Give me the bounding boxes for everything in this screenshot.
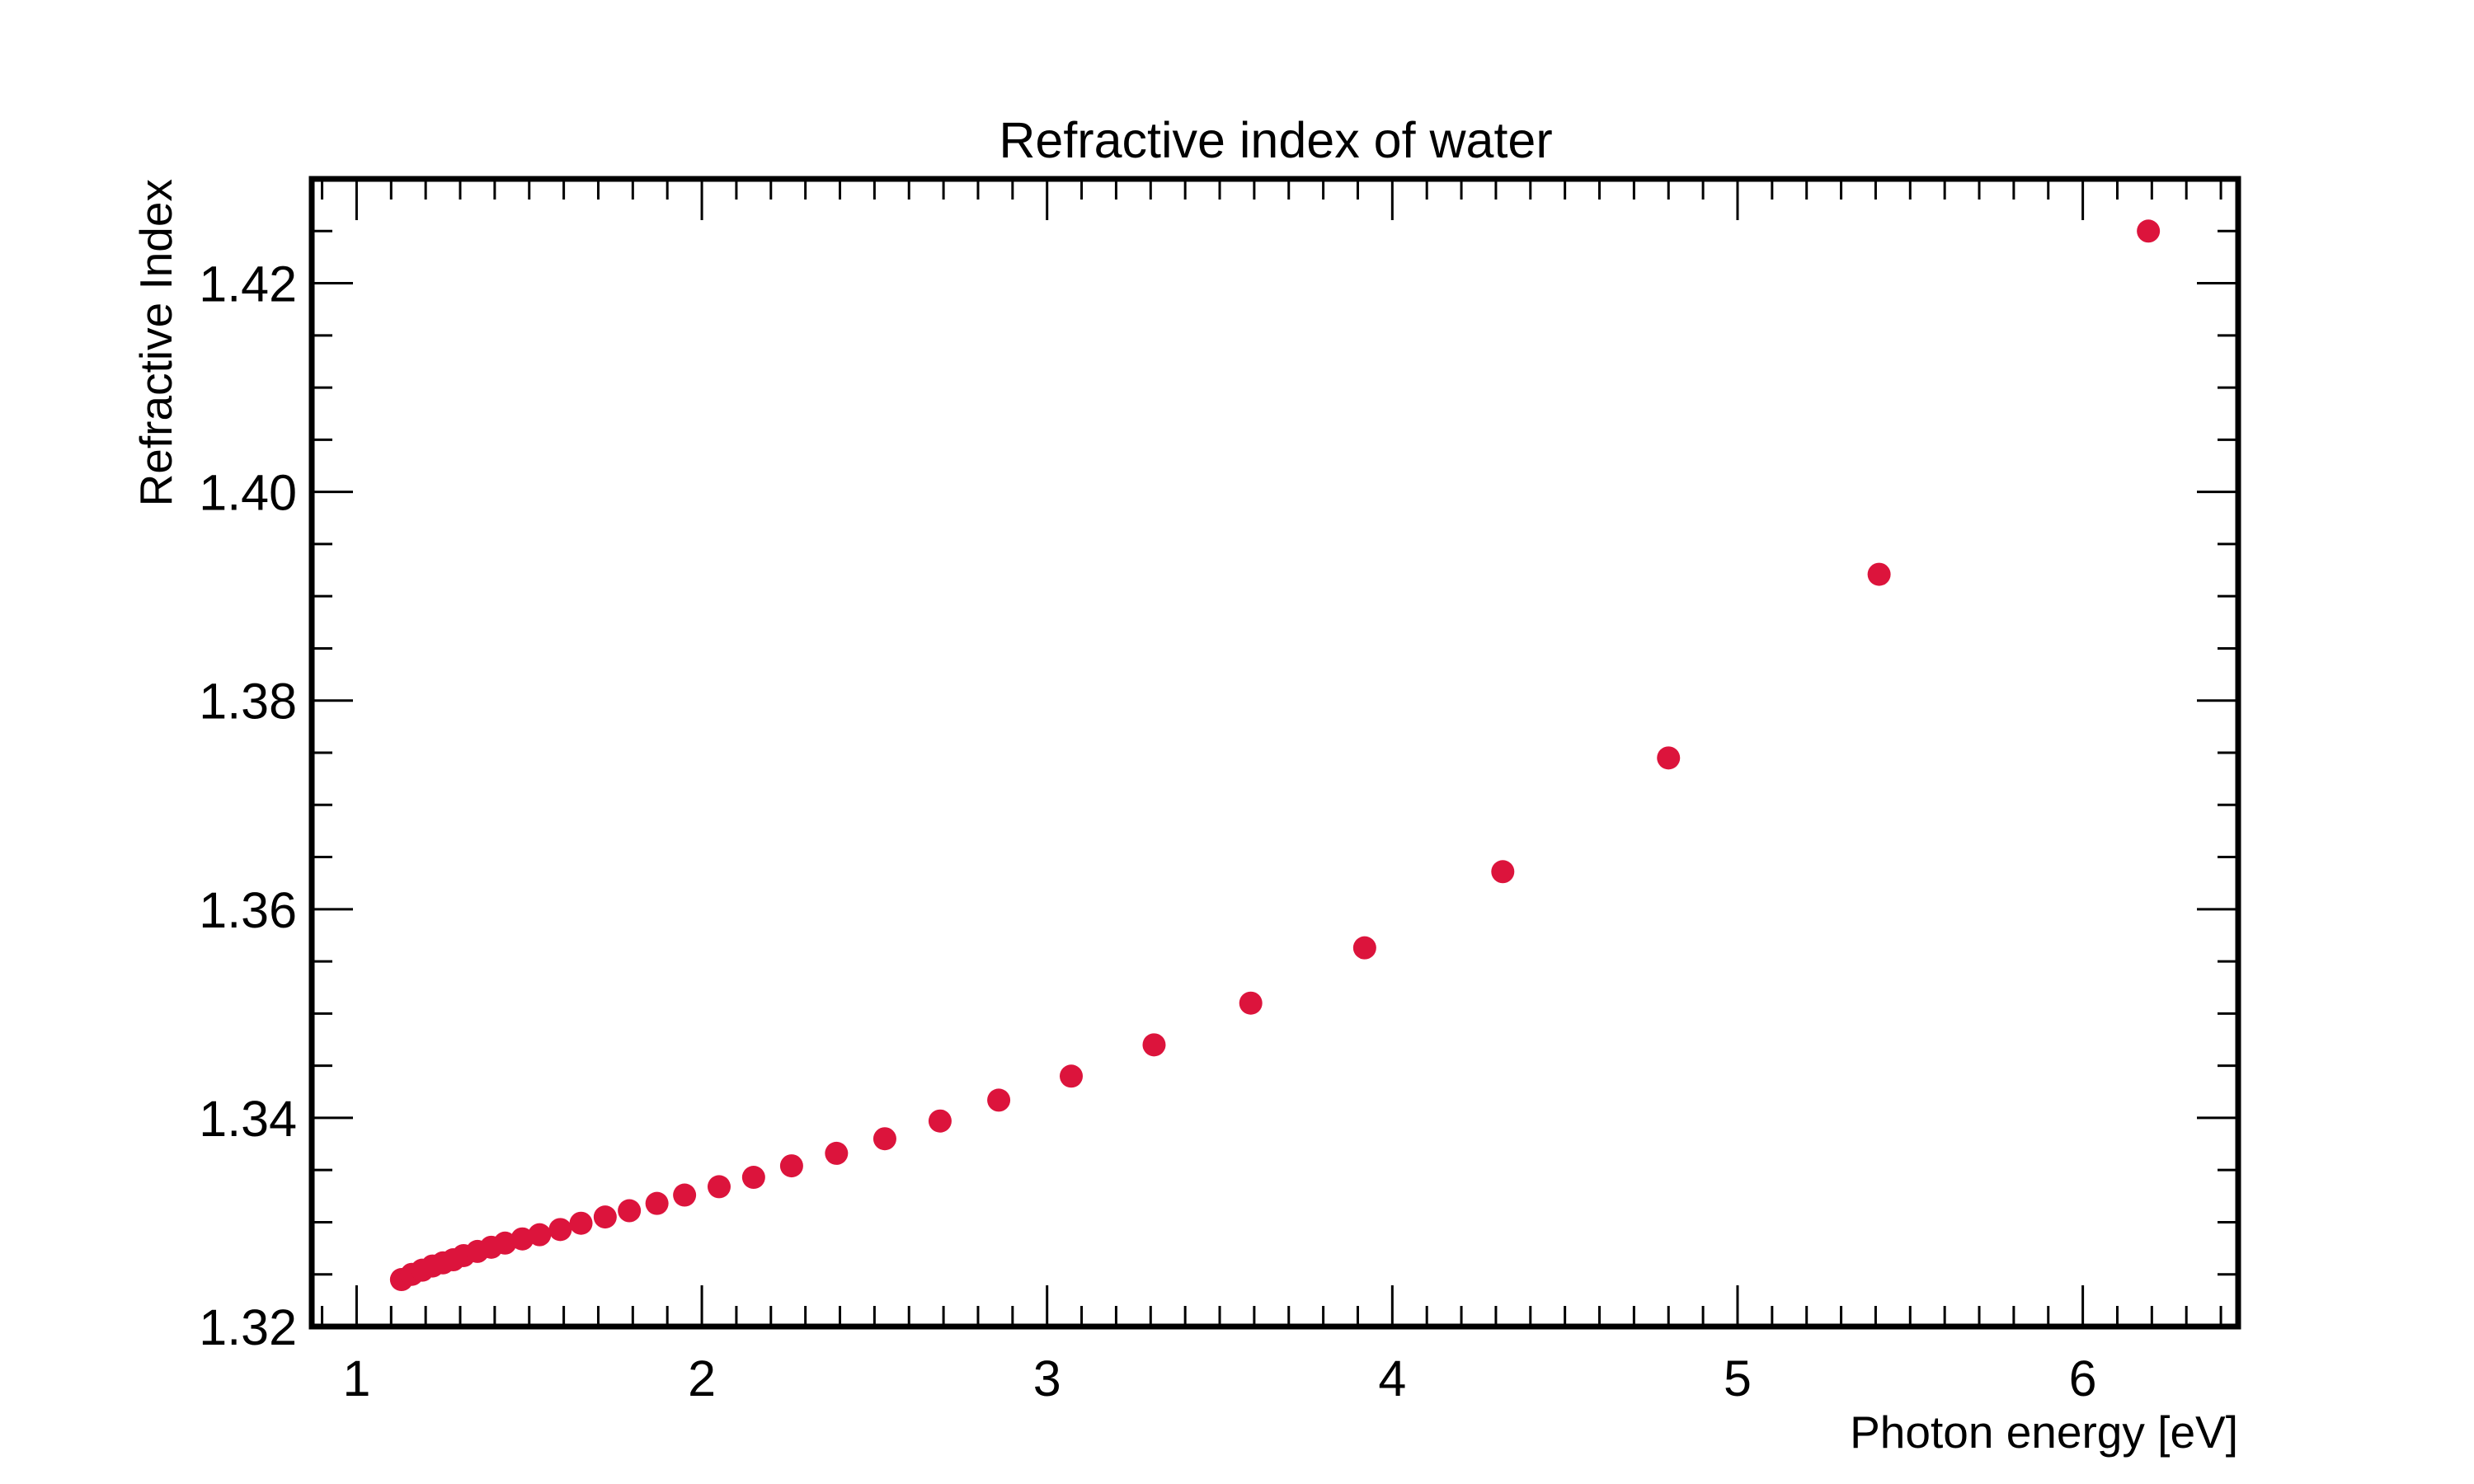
data-point: [618, 1199, 642, 1223]
data-point: [1142, 1033, 1166, 1057]
data-point: [510, 1227, 534, 1251]
data-point: [528, 1223, 552, 1247]
x-axis-label: Photon energy [eV]: [1850, 1407, 2238, 1458]
y-axis-tick-labels: 1.32 1.34 1.36 1.38 1.40 1.42: [199, 256, 297, 1355]
data-point: [741, 1166, 765, 1190]
data-point: [1867, 562, 1891, 586]
x-axis-tick-labels: 1 2 3 4 5 6: [342, 1350, 2096, 1407]
chart-title: Refractive index of water: [999, 112, 1552, 168]
data-point: [673, 1183, 697, 1207]
data-point: [1239, 991, 1263, 1015]
x-tick-label: 2: [688, 1350, 716, 1407]
data-point: [928, 1109, 952, 1133]
y-axis-ticks: [312, 177, 2238, 1328]
data-point: [872, 1127, 896, 1151]
data-point: [779, 1154, 803, 1178]
x-tick-label: 6: [2069, 1350, 2097, 1407]
y-axis-label: Refractive Index: [130, 179, 181, 506]
y-tick-label: 1.32: [199, 1299, 297, 1355]
x-tick-label: 4: [1378, 1350, 1406, 1407]
data-points: [389, 219, 2161, 1292]
data-point: [569, 1211, 593, 1235]
data-point: [548, 1218, 572, 1242]
y-tick-label: 1.40: [199, 465, 297, 521]
data-point: [1657, 746, 1681, 770]
data-point: [593, 1205, 617, 1229]
data-point: [1491, 860, 1515, 884]
y-tick-label: 1.38: [199, 674, 297, 730]
data-point: [1060, 1064, 1084, 1088]
x-axis-ticks: [321, 179, 2222, 1327]
data-point: [493, 1231, 517, 1255]
data-point: [1352, 936, 1376, 960]
y-tick-label: 1.42: [199, 256, 297, 312]
y-tick-label: 1.36: [199, 882, 297, 938]
data-point: [987, 1088, 1011, 1112]
y-tick-label: 1.34: [199, 1091, 297, 1147]
data-point: [2137, 219, 2161, 243]
data-point: [825, 1141, 849, 1165]
data-point: [707, 1175, 731, 1199]
x-tick-label: 3: [1033, 1350, 1061, 1407]
x-tick-label: 5: [1724, 1350, 1752, 1407]
x-tick-label: 1: [342, 1350, 370, 1407]
data-point: [645, 1191, 669, 1215]
